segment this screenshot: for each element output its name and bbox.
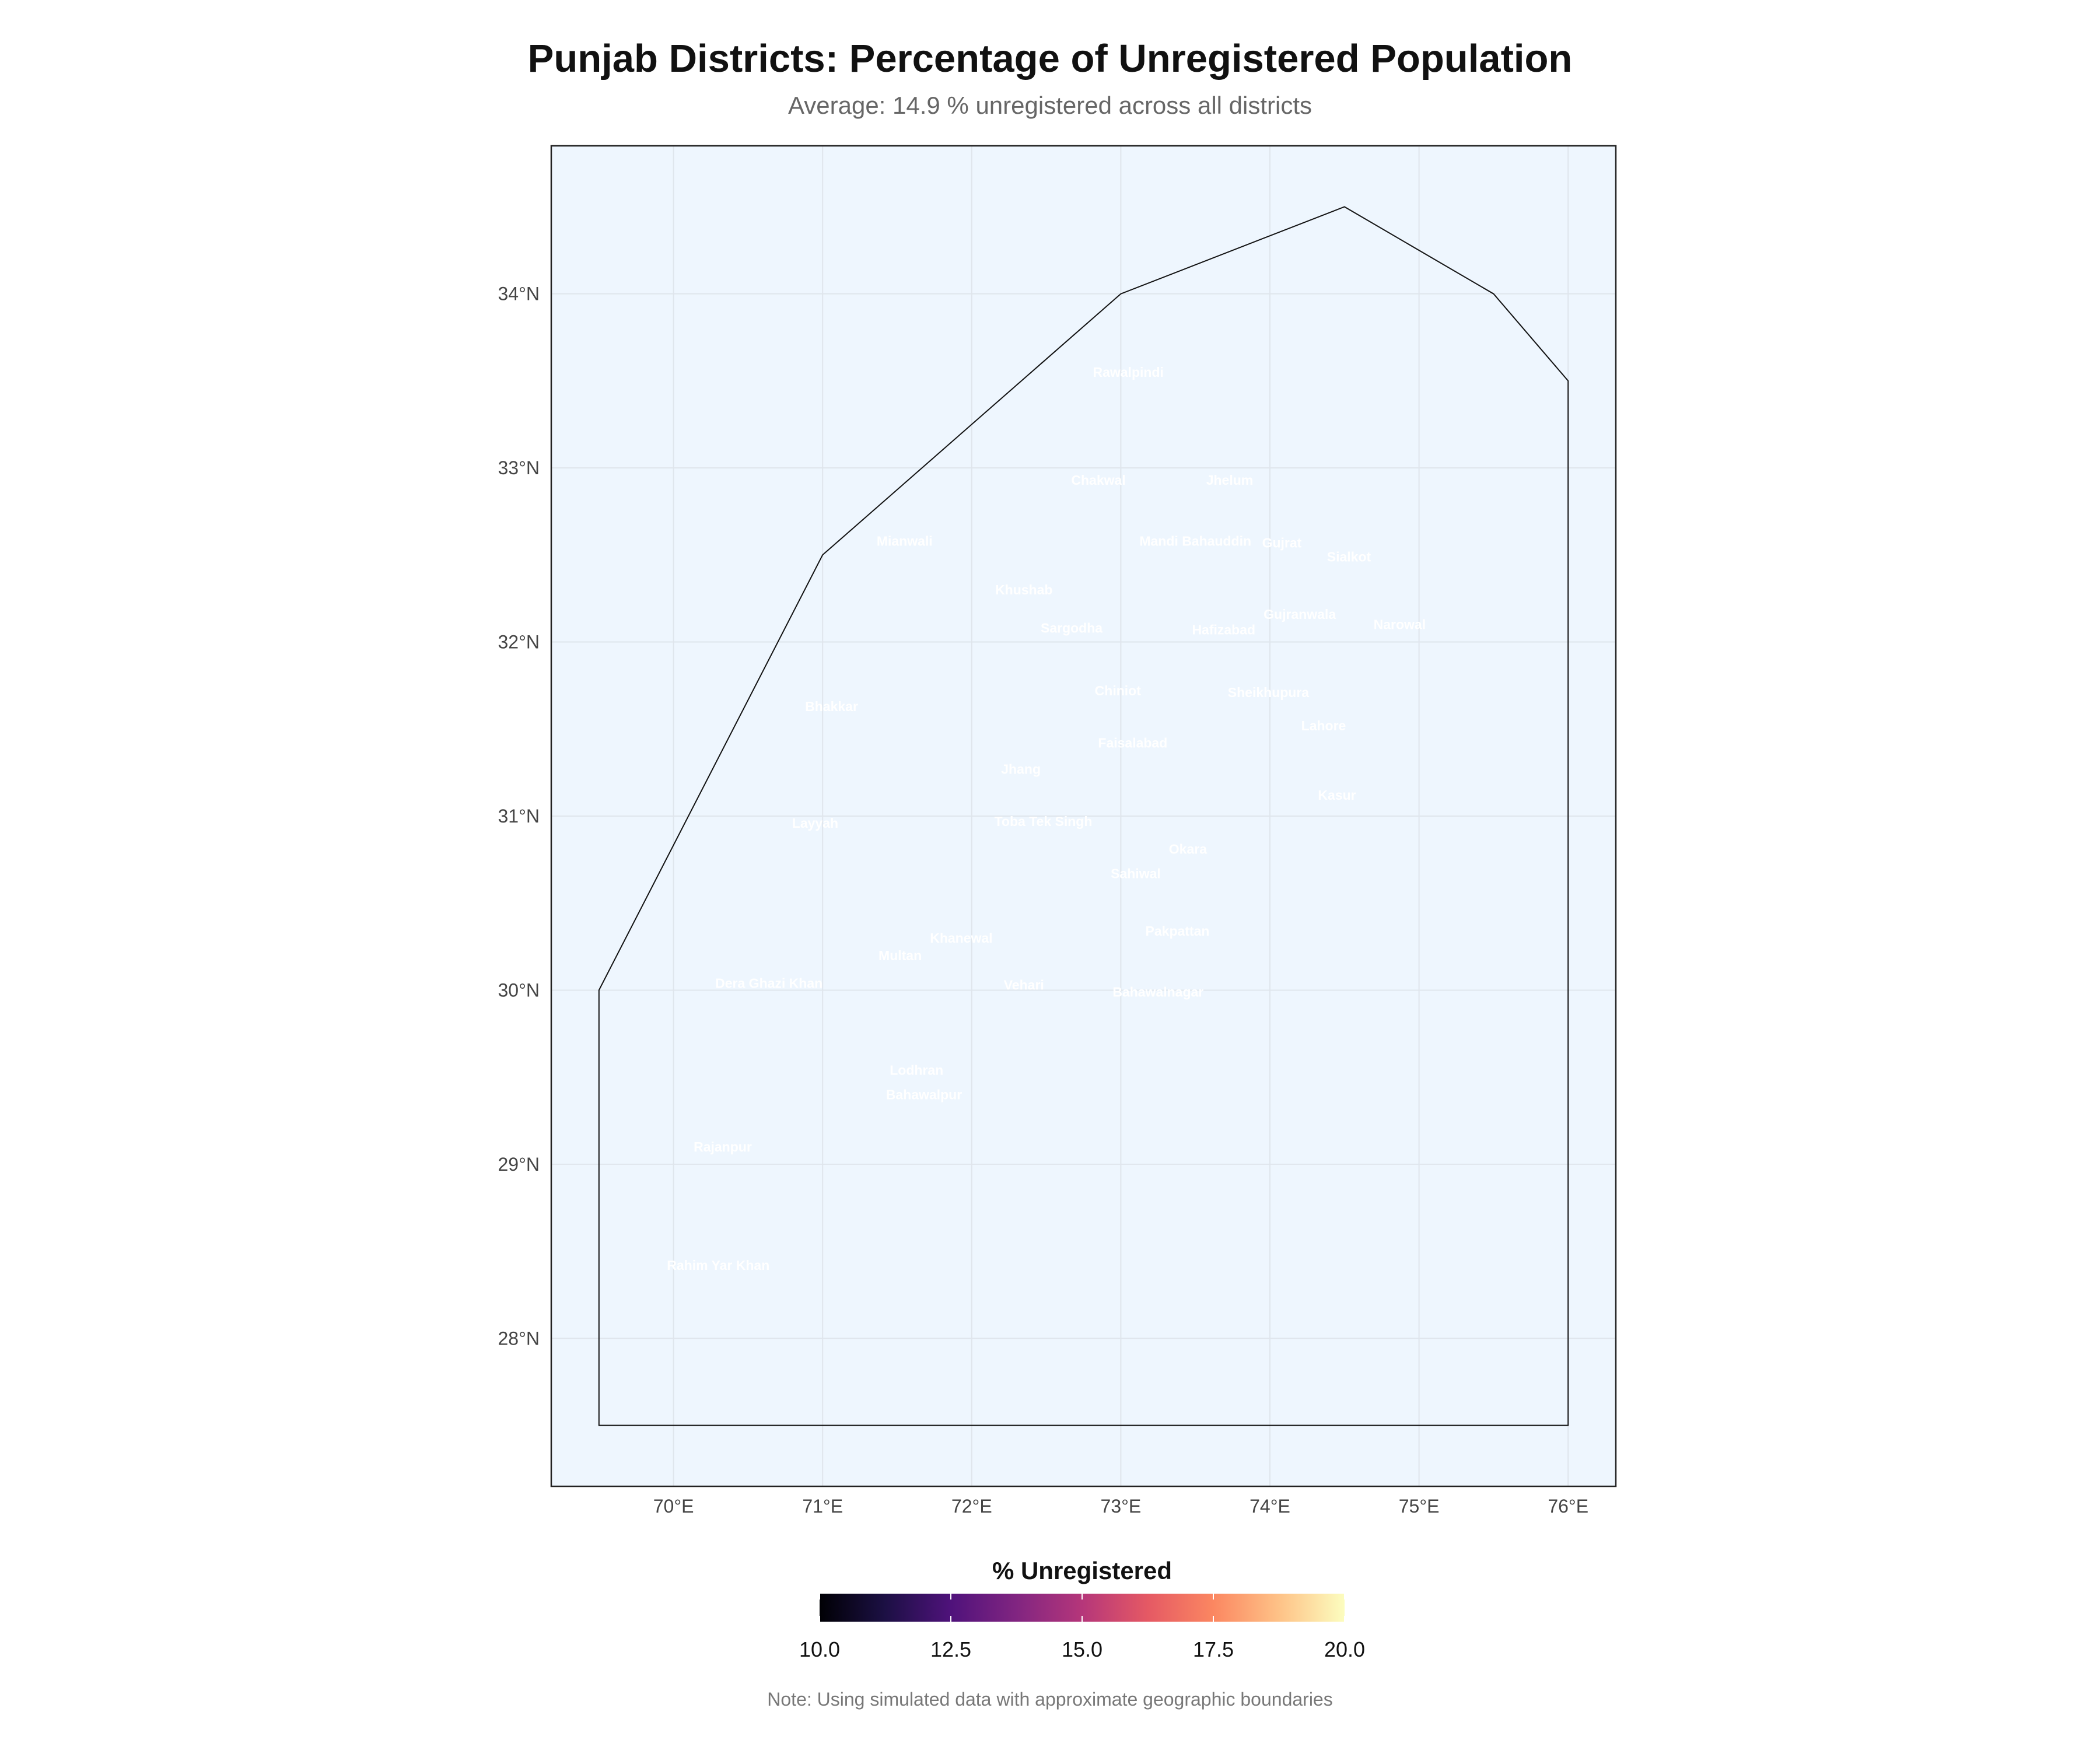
district-label: Bhakkar	[805, 699, 858, 714]
map-panel-border	[550, 145, 1617, 1488]
graticule-grid	[551, 146, 1616, 1486]
district-label: Mianwali	[877, 533, 933, 548]
district-label: Mandi Bahauddin	[1139, 533, 1251, 548]
colorbar-ticks: 10.0 12.5 15.0 17.5 20.0	[799, 1594, 1365, 1661]
colorbar-tick-label: 17.5	[1193, 1637, 1234, 1661]
district-label: Layyah	[792, 816, 838, 831]
x-tick-label: 73°E	[1101, 1496, 1142, 1517]
x-tick-label: 74°E	[1250, 1496, 1290, 1517]
y-tick-label: 30°N	[498, 979, 540, 1000]
district-label: Sargodha	[1041, 621, 1102, 636]
punjab-boundary	[598, 206, 1569, 1426]
district-label: Dera Ghazi Khan	[715, 976, 822, 991]
district-label: Khanewal	[930, 930, 992, 946]
district-label: Sahiwal	[1111, 866, 1161, 881]
district-label: Kasur	[1318, 788, 1356, 803]
map-subtitle: Average: 14.9 % unregistered across all …	[788, 92, 1312, 119]
footnote: Note: Using simulated data with approxim…	[767, 1689, 1333, 1710]
x-tick-label: 76°E	[1548, 1496, 1588, 1517]
district-label: Chakwal	[1071, 473, 1125, 488]
district-label: Narowal	[1374, 617, 1426, 632]
legend-title: % Unregistered	[992, 1557, 1172, 1584]
district-label: Gujranwala	[1264, 607, 1336, 622]
district-label: Hafizabad	[1192, 622, 1255, 638]
district-label: Jhang	[1001, 761, 1041, 776]
district-label: Lodhran	[890, 1063, 943, 1078]
district-label: Khushab	[995, 582, 1052, 597]
district-label: Gujrat	[1262, 535, 1302, 550]
y-tick-label: 31°N	[498, 806, 540, 827]
district-label: Rawalpindi	[1093, 365, 1163, 380]
district-label: Lahore	[1301, 718, 1346, 733]
x-tick-label: 75°E	[1399, 1496, 1440, 1517]
district-label: Faisalabad	[1098, 736, 1167, 751]
district-label: Rahim Yar Khan	[667, 1258, 769, 1273]
district-label: Bahawalpur	[886, 1087, 962, 1102]
x-tick-label: 70°E	[653, 1496, 694, 1517]
district-label: Toba Tek Singh	[995, 814, 1093, 829]
y-tick-label: 29°N	[498, 1154, 540, 1175]
colorbar-tick-label: 10.0	[799, 1637, 840, 1661]
x-tick-label: 71°E	[802, 1496, 843, 1517]
district-label: Sialkot	[1327, 549, 1371, 564]
district-label: Okara	[1169, 842, 1207, 857]
x-axis: 70°E 71°E 72°E 73°E 74°E 75°E 76°E	[653, 1496, 1588, 1517]
district-label: Bahawalnagar	[1112, 984, 1203, 999]
district-label: Multan	[878, 948, 922, 963]
district-label: Vehari	[1004, 977, 1044, 992]
colorbar-tick-label: 20.0	[1324, 1637, 1365, 1661]
y-tick-label: 32°N	[498, 632, 540, 653]
map-title: Punjab Districts: Percentage of Unregist…	[527, 37, 1573, 80]
colorbar-tick-label: 15.0	[1062, 1637, 1102, 1661]
district-label: Pakpattan	[1146, 923, 1210, 939]
y-tick-label: 33°N	[498, 457, 540, 478]
district-label: Chiniot	[1095, 683, 1142, 698]
district-label: Rajanpur	[694, 1139, 752, 1154]
y-tick-label: 28°N	[498, 1328, 540, 1349]
colorbar-tick-label: 12.5	[930, 1637, 971, 1661]
colorbar-legend: % Unregistered 10.0 12.5 15.0 17.5 20.0	[799, 1557, 1365, 1661]
district-label: Sheikhupura	[1228, 685, 1310, 700]
y-tick-label: 34°N	[498, 284, 540, 304]
y-axis: 28°N 29°N 30°N 31°N 32°N 33°N 34°N	[498, 284, 540, 1349]
x-tick-label: 72°E	[951, 1496, 992, 1517]
district-labels: Rawalpindi Chakwal Jhelum Mianwali Mandi Bah…	[667, 365, 1426, 1273]
district-label: Jhelum	[1206, 473, 1254, 488]
